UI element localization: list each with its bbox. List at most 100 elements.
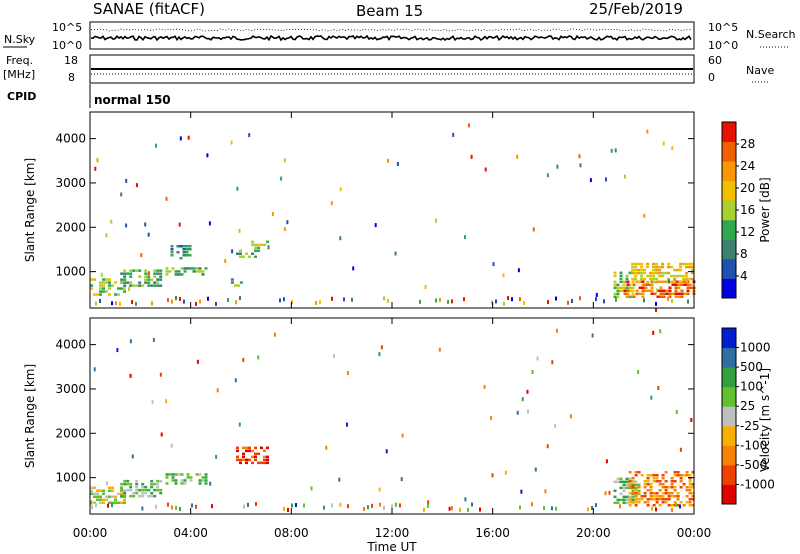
data-cell: [667, 265, 671, 269]
data-cell: [114, 293, 117, 296]
data-cell: [153, 488, 157, 492]
data-cell: [649, 271, 653, 275]
data-cell: [631, 262, 635, 266]
data-cell: [242, 458, 245, 462]
data-cell: [673, 277, 677, 281]
echo-point: [90, 500, 93, 505]
data-cell: [180, 482, 184, 485]
data-cell: [99, 495, 102, 498]
data-cell: [123, 284, 127, 287]
ground-echo: [175, 296, 177, 301]
data-cell: [159, 278, 163, 281]
data-cell: [691, 268, 695, 272]
data-cell: [679, 265, 683, 269]
data-cell: [619, 289, 623, 293]
data-cell: [123, 491, 127, 495]
data-cell: [655, 277, 659, 281]
ground-echo: [391, 504, 393, 509]
data-cell: [686, 283, 690, 286]
data-cell: [670, 492, 674, 495]
power-ylabel: Slant Range [km]: [23, 158, 37, 262]
data-cell: [93, 486, 96, 489]
data-cell: [649, 274, 653, 278]
data-cell: [683, 292, 687, 295]
data-cell: [643, 501, 647, 504]
echo-point: [546, 173, 549, 178]
ground-echo: [95, 301, 97, 306]
echo-point: [400, 477, 403, 482]
ground-echo: [591, 505, 593, 510]
data-cell: [640, 474, 644, 477]
ground-echo: [555, 506, 557, 511]
echo-point: [230, 140, 233, 145]
data-cell: [655, 492, 659, 495]
echo-point: [385, 449, 388, 454]
data-cell: [96, 495, 99, 498]
echo-point: [155, 143, 157, 148]
data-cell: [685, 486, 689, 489]
data-cell: [646, 474, 650, 477]
data-cell: [90, 486, 93, 489]
data-cell: [673, 471, 677, 474]
data-cell: [135, 485, 139, 489]
data-cell: [165, 476, 169, 479]
data-cell: [108, 489, 111, 492]
data-cell: [661, 483, 665, 486]
data-cell: [628, 495, 632, 499]
data-cell: [141, 494, 145, 498]
echo-point: [257, 355, 260, 360]
data-cell: [647, 283, 651, 286]
velocity-y-axis: 4000 3000 2000 1000: [55, 338, 694, 485]
data-cell: [658, 498, 662, 501]
data-cell: [251, 240, 255, 244]
echo-point: [604, 491, 607, 496]
data-cell: [688, 501, 692, 504]
data-cell: [257, 246, 261, 250]
data-cell: [180, 273, 184, 276]
data-cell: [634, 277, 638, 281]
data-cell: [159, 488, 163, 492]
data-cell: [150, 284, 154, 287]
echo-point: [551, 360, 554, 365]
data-cell: [641, 292, 645, 295]
data-cell: [664, 492, 668, 495]
nsky-tick-top: 10^5: [52, 21, 82, 34]
echo-point: [234, 378, 237, 383]
data-cell: [189, 476, 193, 479]
data-cell: [625, 277, 629, 281]
x-tick-label: 04:00: [173, 526, 208, 540]
data-cell: [665, 292, 669, 295]
data-cell: [153, 281, 157, 284]
data-cell: [635, 280, 639, 283]
echo-point: [231, 249, 234, 254]
data-cell: [631, 483, 635, 487]
data-cell: [99, 293, 102, 296]
data-cell: [156, 272, 160, 275]
data-cell: [123, 278, 127, 281]
colorbar-tick-label: 16: [740, 203, 755, 217]
data-cell: [129, 485, 133, 489]
data-cell: [236, 446, 239, 450]
data-cell: [239, 461, 242, 465]
data-cell: [631, 492, 635, 495]
power-colorbar: 28 24 20 16 12 8 4: [721, 121, 755, 299]
data-cell: [637, 498, 641, 501]
nave-tick-bottom: 0: [708, 71, 715, 84]
echo-point: [448, 506, 451, 511]
data-cell: [236, 449, 239, 453]
data-cell: [634, 471, 638, 474]
data-cell: [691, 483, 695, 486]
data-cell: [257, 452, 260, 456]
data-cell: [677, 295, 681, 298]
data-cell: [236, 458, 239, 462]
data-cell: [619, 277, 623, 281]
data-cell: [174, 482, 178, 485]
data-cell: [619, 274, 623, 278]
data-cell: [195, 270, 199, 273]
data-cell: [260, 243, 264, 247]
data-cell: [626, 283, 630, 286]
data-cell: [198, 267, 202, 270]
data-cell: [622, 486, 626, 490]
data-cell: [688, 277, 692, 281]
ground-echo: [135, 301, 137, 306]
